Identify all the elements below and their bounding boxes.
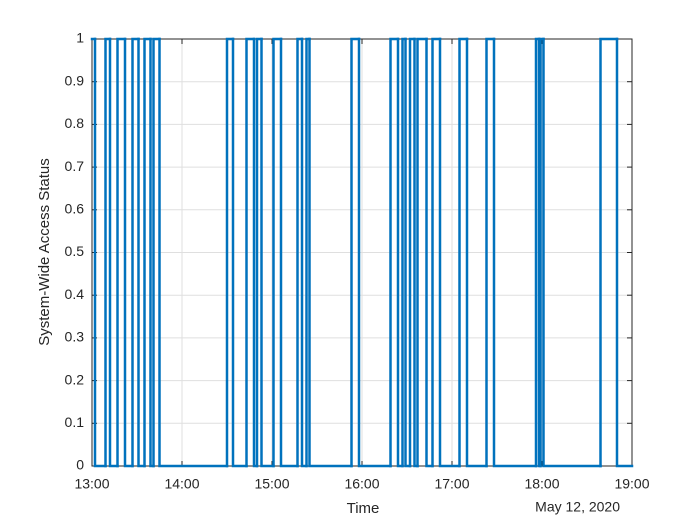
step-segment [131,37,140,468]
y-tick-label: 0.7 [65,158,85,174]
step-segment [542,37,602,468]
step-segment [225,37,235,468]
step-segment [143,37,152,468]
step-segment [404,37,412,468]
step-segment [245,37,256,468]
step-segment [158,37,229,468]
step-segment [108,37,119,468]
x-tick-label: 17:00 [434,476,469,492]
step-segment [104,37,112,468]
step-segment [152,37,161,468]
step-segment [300,37,308,468]
step-segment [272,37,283,468]
step-segment [431,37,442,468]
y-tick-label: 0.8 [65,115,85,131]
x-axis-label: Time [347,500,380,517]
y-tick-label: 0.3 [65,329,85,345]
step-segment [116,37,127,468]
step-segment [308,37,353,468]
step-segment [485,37,496,468]
step-segment [396,37,404,468]
step-segment [408,37,416,468]
step-segment [389,37,400,468]
step-segment [350,37,361,468]
step-segment [458,37,469,468]
x-tick-label: 19:00 [614,476,649,492]
y-tick-label: 0.5 [65,243,85,259]
step-segment [296,37,304,468]
step-segment [357,37,392,468]
y-axis-label: System-Wide Access Status [36,158,53,346]
step-segment [279,37,299,468]
x-tick-label: 14:00 [164,476,199,492]
date-label: May 12, 2020 [535,499,620,515]
x-tick-label: 16:00 [344,476,379,492]
x-tick-label: 18:00 [524,476,559,492]
step-segment [137,37,146,468]
step-segment [416,37,428,468]
y-tick-label: 1 [76,30,84,46]
step-segment [93,37,107,468]
step-segment [492,37,538,468]
step-segment [260,37,275,468]
y-tick-label: 0.6 [65,201,85,217]
step-segment [231,37,248,468]
y-tick-label: 0 [76,457,84,473]
step-segment [438,37,461,468]
y-tick-label: 0.2 [65,371,85,387]
step-segment [425,37,434,468]
step-segment [465,37,488,468]
step-segment [255,37,263,468]
step-segment [599,37,619,468]
y-tick-label: 0.1 [65,414,85,430]
y-tick-label: 0.4 [65,286,85,302]
x-tick-label: 13:00 [74,476,109,492]
step-segment [123,37,134,468]
y-tick-label: 0.9 [65,72,85,88]
step-segment [615,37,634,468]
x-tick-label: 15:00 [254,476,289,492]
